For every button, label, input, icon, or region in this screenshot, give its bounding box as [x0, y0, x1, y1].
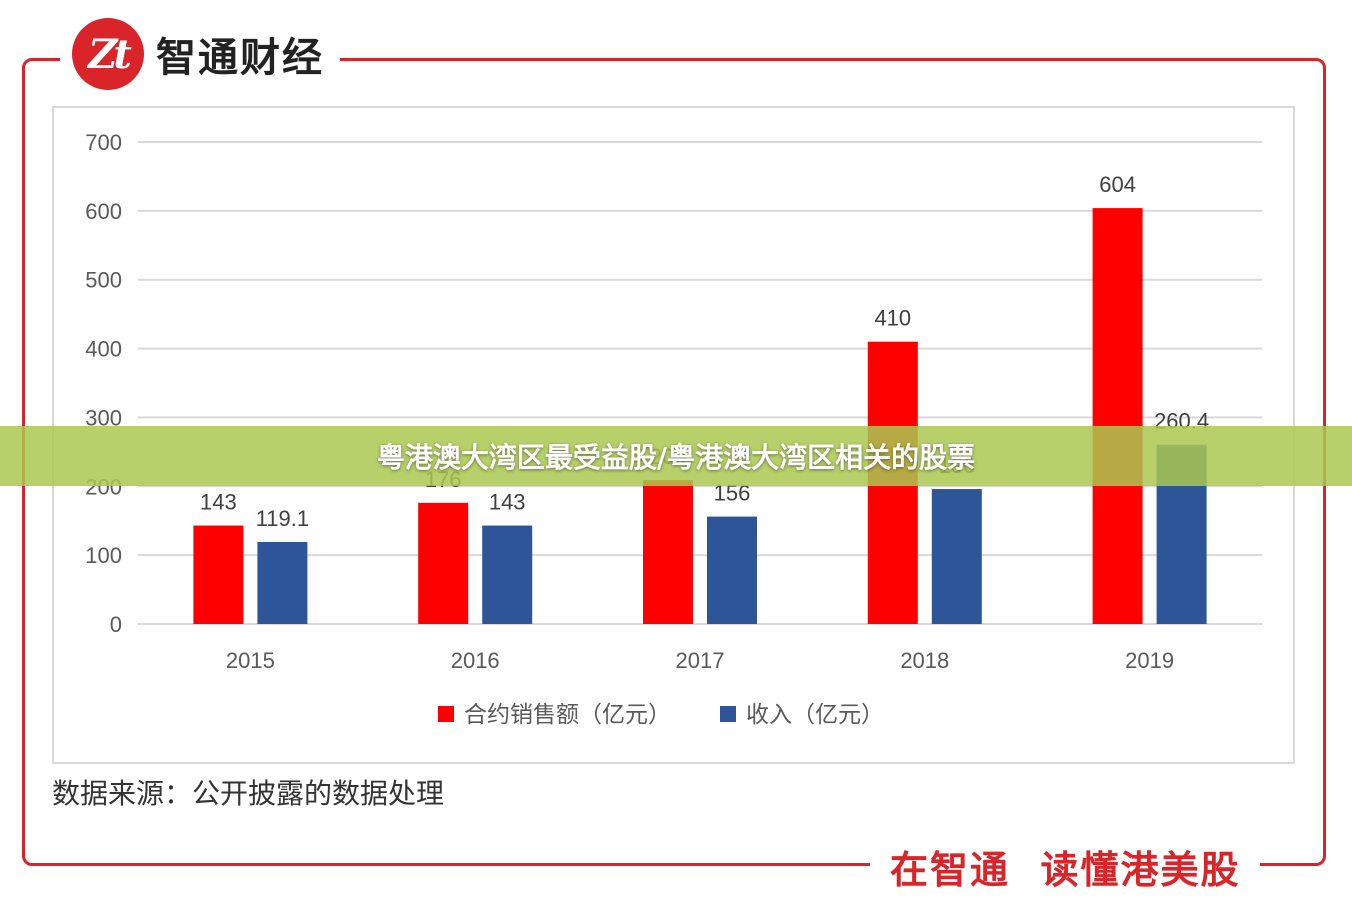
title-banner: 粤港澳大湾区最受益股/粤港澳大湾区相关的股票 — [0, 426, 1352, 486]
data-label: 410 — [874, 306, 911, 331]
x-tick-label: 2019 — [1125, 648, 1174, 673]
x-tick-label: 2016 — [451, 648, 500, 673]
bar — [1092, 208, 1143, 625]
bar — [257, 541, 308, 624]
bar — [418, 502, 469, 624]
banner-title: 粤港澳大湾区最受益股/粤港澳大湾区相关的股票 — [376, 441, 976, 474]
data-label: 604 — [1099, 172, 1136, 197]
legend-swatch — [720, 706, 736, 722]
bar — [931, 489, 982, 624]
bar — [193, 525, 244, 624]
x-tick-label: 2017 — [676, 648, 725, 673]
data-label: 143 — [200, 490, 237, 515]
legend-label: 合约销售额（亿元） — [464, 702, 671, 728]
footer-tagline: 在智通 读懂港美股 — [890, 847, 1241, 892]
y-tick-label: 100 — [85, 543, 122, 568]
bar — [707, 516, 757, 624]
y-tick-label: 600 — [85, 199, 122, 224]
x-tick-label: 2015 — [226, 648, 275, 673]
bar — [482, 525, 533, 624]
source-note: 数据来源：公开披露的数据处理 — [52, 777, 445, 810]
data-label: 119.1 — [256, 506, 309, 531]
brand-name: 智通财经 — [156, 35, 324, 81]
legend-swatch — [438, 706, 454, 722]
y-tick-label: 700 — [85, 130, 122, 155]
y-tick-label: 400 — [85, 337, 122, 362]
legend-label: 收入（亿元） — [746, 702, 884, 728]
data-label: 143 — [489, 490, 526, 515]
footer-tagline-box: 在智通 读懂港美股 — [870, 836, 1261, 896]
y-tick-label: 0 — [110, 612, 122, 637]
bar-chart: 0100200300400500600700143119.12015176143… — [85, 130, 1262, 728]
bar — [643, 480, 693, 624]
y-tick-label: 500 — [85, 268, 122, 293]
brand-logo: Zt 智通财经 — [60, 14, 340, 94]
x-tick-label: 2018 — [900, 648, 949, 673]
logo-mark: Zt — [72, 18, 144, 90]
